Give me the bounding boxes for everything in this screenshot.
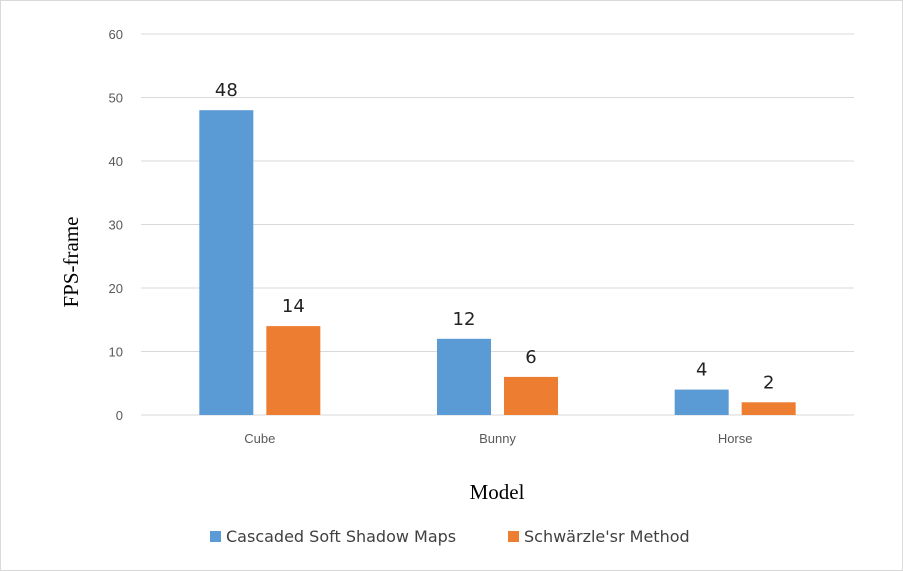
data-label: 48 [215, 80, 238, 101]
bar-bunny-series-2 [504, 376, 558, 415]
y-tick-label: 30 [109, 218, 123, 233]
x-category-label: Horse [718, 431, 753, 446]
data-labels: 48 14 12 6 4 2 [215, 80, 775, 393]
data-label: 12 [453, 309, 476, 330]
x-axis-title: Model [470, 480, 525, 504]
y-tick-label: 50 [109, 91, 123, 106]
y-tick-label: 10 [109, 345, 123, 360]
bar-cube-series-1 [199, 110, 254, 415]
legend-label: Cascaded Soft Shadow Maps [226, 527, 456, 546]
x-axis-categories: Cube Bunny Horse [244, 431, 752, 446]
y-tick-label: 20 [109, 281, 123, 296]
y-tick-label: 60 [109, 27, 123, 42]
legend-swatch [508, 531, 519, 542]
bar-horse-series-1 [674, 389, 729, 415]
x-category-label: Cube [244, 431, 275, 446]
y-axis-ticks: 0 10 20 30 40 50 60 [109, 27, 123, 423]
y-axis-title: FPS-frame [59, 217, 83, 308]
y-tick-label: 0 [116, 408, 123, 423]
data-label: 14 [282, 296, 305, 317]
bars [199, 110, 796, 415]
legend-swatch [210, 531, 221, 542]
bar-horse-series-2 [741, 402, 796, 415]
bar-bunny-series-1 [437, 338, 491, 415]
y-tick-label: 40 [109, 154, 123, 169]
data-label: 6 [525, 347, 536, 368]
data-label: 2 [763, 372, 774, 393]
legend: Cascaded Soft Shadow Maps Schwärzle'sr Me… [210, 527, 690, 546]
x-category-label: Bunny [479, 431, 516, 446]
gridlines [141, 33, 854, 416]
legend-label: Schwärzle'sr Method [524, 527, 690, 546]
bar-cube-series-2 [266, 326, 321, 415]
data-label: 4 [696, 360, 707, 381]
